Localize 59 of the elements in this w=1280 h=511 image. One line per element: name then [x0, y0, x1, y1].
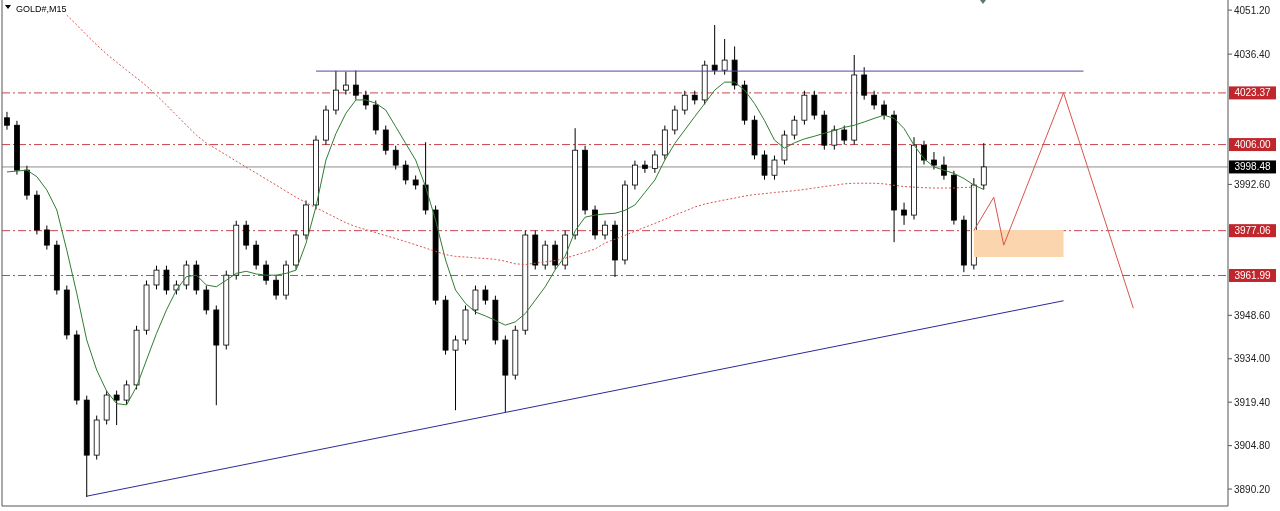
candlestick — [123, 379, 130, 406]
candlestick — [711, 24, 718, 76]
candlestick — [452, 335, 459, 411]
candlestick — [771, 155, 778, 181]
candlestick — [333, 70, 339, 116]
y-tick-label: 3948.60 — [1234, 309, 1271, 321]
candlestick — [642, 160, 648, 174]
candlestick — [183, 260, 190, 290]
candlestick — [901, 202, 907, 226]
candlestick — [342, 71, 349, 96]
candlestick — [831, 125, 838, 151]
ref-line-label: 4023.37 — [1234, 87, 1272, 99]
candlestick — [811, 90, 818, 121]
line-series — [973, 92, 1134, 309]
candlestick — [552, 240, 559, 271]
ref-line-label: 4006.00 — [1234, 139, 1272, 151]
candlestick — [352, 70, 359, 101]
candlestick — [671, 105, 678, 135]
candlestick — [472, 285, 479, 315]
line-series — [6, 81, 985, 406]
candlestick — [482, 285, 489, 306]
candlestick — [632, 160, 638, 190]
candlestick — [841, 125, 848, 146]
candlestick — [113, 390, 120, 426]
candlestick — [761, 150, 768, 181]
candlestick — [273, 275, 280, 301]
y-tick-label: 3919.40 — [1234, 396, 1271, 408]
candlestick — [871, 90, 878, 110]
y-tick-label: 3890.20 — [1234, 483, 1271, 495]
y-tick-label: 4051.20 — [1234, 4, 1271, 16]
candlestick — [980, 142, 987, 190]
candlestick — [153, 265, 160, 290]
candlestick — [382, 125, 389, 156]
candlestick — [402, 160, 409, 185]
y-tick-label: 3934.00 — [1234, 353, 1271, 365]
ref-line-label: 3977.06 — [1234, 225, 1272, 237]
candlestick — [243, 220, 250, 251]
candlestick — [542, 240, 549, 271]
text: GOLD#,M15 — [16, 4, 67, 15]
candlestick — [791, 115, 798, 141]
ref-line-label: 3998.48 — [1234, 161, 1272, 173]
y-tick-label: 3904.80 — [1234, 440, 1271, 452]
candlestick — [43, 224, 50, 251]
candlestick — [931, 151, 937, 171]
candlestick — [681, 90, 688, 116]
ref-line-label: 3961.99 — [1234, 269, 1272, 281]
candlestick — [4, 111, 10, 131]
line-series — [66, 14, 975, 265]
candlestick — [253, 240, 260, 271]
candlestick — [881, 100, 888, 121]
candlestick — [203, 285, 210, 315]
candlestick — [602, 220, 608, 240]
candlestick — [651, 150, 658, 174]
candlestick — [163, 265, 170, 295]
y-tick-label: 4036.40 — [1234, 48, 1271, 60]
candlestick — [861, 66, 868, 101]
y-tick-label: 3992.60 — [1234, 178, 1271, 190]
candlestick — [392, 145, 399, 171]
candlestick — [721, 38, 728, 76]
